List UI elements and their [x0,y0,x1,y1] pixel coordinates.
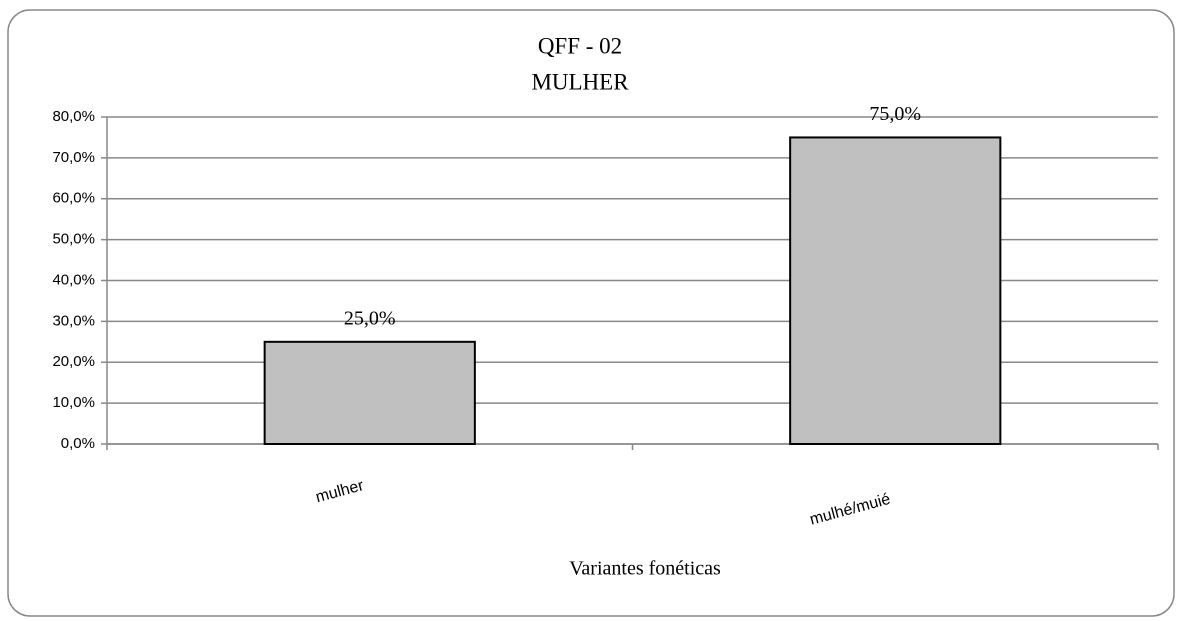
y-tick-label: 70,0% [52,149,95,166]
y-tick-label: 60,0% [52,190,95,207]
y-tick-label: 40,0% [52,271,95,288]
x-axis-title: Variantes fonéticas [569,558,721,580]
y-tick-label: 50,0% [52,231,95,248]
y-tick-label: 20,0% [52,353,95,370]
y-tick-label: 30,0% [52,312,95,329]
bar [263,340,476,445]
y-tick-label: 10,0% [52,394,95,411]
chart-title: QFF - 02 [538,33,622,58]
data-label: 75,0% [869,103,921,125]
bar [789,136,1002,445]
chart-subtitle: MULHER [531,69,629,94]
data-label: 25,0% [344,307,396,329]
y-tick-label: 80,0% [52,108,95,125]
y-tick-label: 0,0% [61,435,95,452]
